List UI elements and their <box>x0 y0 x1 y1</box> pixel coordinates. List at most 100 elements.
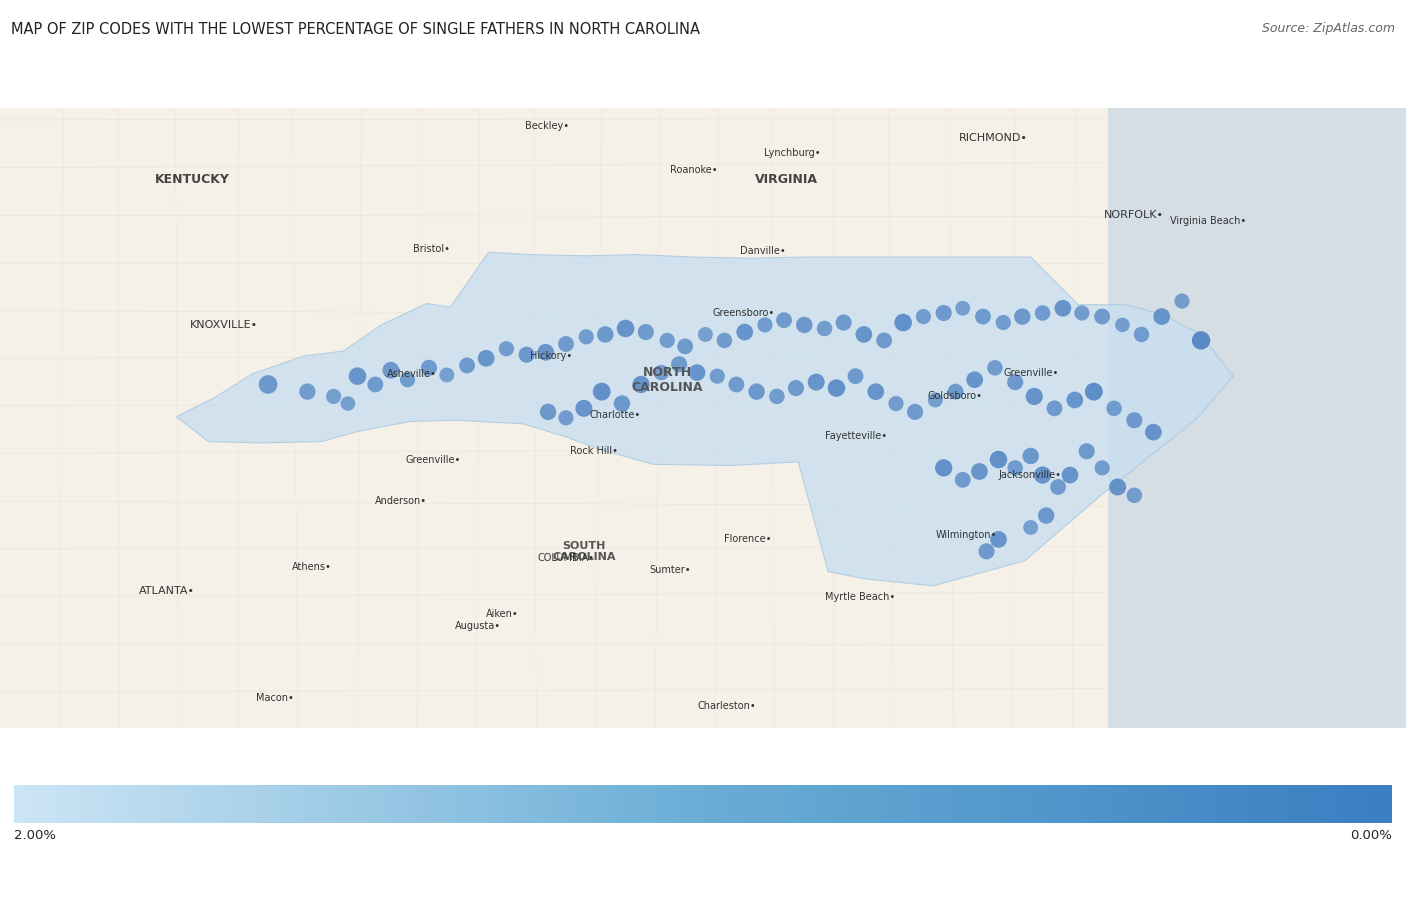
Point <box>396 372 419 387</box>
Point <box>555 337 578 352</box>
Point <box>1047 480 1070 494</box>
Point <box>595 327 617 342</box>
Text: Charlotte•: Charlotte• <box>589 411 641 421</box>
Text: NORFOLK•: NORFOLK• <box>1104 210 1164 220</box>
Text: Florence•: Florence• <box>724 534 772 545</box>
Point <box>844 369 866 383</box>
Text: Beckley•: Beckley• <box>524 121 569 131</box>
Point <box>984 360 1007 375</box>
Point <box>932 306 955 320</box>
Point <box>537 405 560 419</box>
Text: Augusta•: Augusta• <box>456 621 502 631</box>
Point <box>924 393 946 407</box>
Text: Goldsboro•: Goldsboro• <box>927 391 981 402</box>
Point <box>987 452 1010 467</box>
Point <box>668 357 690 371</box>
Point <box>1004 375 1026 389</box>
Point <box>610 396 633 411</box>
Text: COLUMBIA•: COLUMBIA• <box>537 554 595 564</box>
Text: KENTUCKY: KENTUCKY <box>155 173 229 186</box>
Text: 2.00%: 2.00% <box>14 829 56 841</box>
Text: KNOXVILLE•: KNOXVILLE• <box>190 320 259 330</box>
Point <box>336 396 359 411</box>
Point <box>852 327 875 342</box>
Point <box>766 389 789 404</box>
Text: SOUTH
CAROLINA: SOUTH CAROLINA <box>553 540 616 562</box>
Point <box>1189 334 1212 348</box>
Point <box>785 381 807 396</box>
Point <box>891 316 914 330</box>
Point <box>932 460 955 475</box>
Point <box>1052 301 1074 316</box>
Text: NORTH
CAROLINA: NORTH CAROLINA <box>631 366 703 394</box>
Point <box>1091 309 1114 324</box>
Point <box>1171 294 1194 308</box>
Point <box>832 316 855 330</box>
Point <box>745 385 768 399</box>
Point <box>1107 480 1129 494</box>
Point <box>475 352 498 366</box>
Text: Lynchburg•: Lynchburg• <box>763 148 821 158</box>
Point <box>322 389 344 404</box>
Text: 0.00%: 0.00% <box>1350 829 1392 841</box>
Point <box>695 327 717 342</box>
Point <box>456 358 478 372</box>
Point <box>1019 521 1042 535</box>
Point <box>657 334 679 348</box>
Text: VIRGINIA: VIRGINIA <box>755 173 818 186</box>
Point <box>865 385 887 399</box>
Point <box>614 321 637 335</box>
Point <box>575 330 598 344</box>
Text: Athens•: Athens• <box>292 562 332 572</box>
Point <box>963 372 986 387</box>
Point <box>1111 317 1133 332</box>
Point <box>1076 444 1098 458</box>
Point <box>1142 425 1164 440</box>
Point <box>912 309 935 324</box>
Point <box>1102 401 1125 415</box>
Text: Aiken•: Aiken• <box>486 610 519 619</box>
Point <box>555 411 578 425</box>
Text: MAP OF ZIP CODES WITH THE LOWEST PERCENTAGE OF SINGLE FATHERS IN NORTH CAROLINA: MAP OF ZIP CODES WITH THE LOWEST PERCENT… <box>11 22 700 38</box>
Point <box>773 313 796 327</box>
Point <box>591 385 613 399</box>
Point <box>873 334 896 348</box>
Point <box>1035 508 1057 522</box>
Point <box>1019 449 1042 463</box>
Point <box>436 368 458 382</box>
Bar <box>1108 108 1406 727</box>
Text: Virginia Beach•: Virginia Beach• <box>1170 217 1246 227</box>
Point <box>572 401 595 415</box>
Point <box>754 317 776 332</box>
Point <box>1083 385 1105 399</box>
Text: Source: ZipAtlas.com: Source: ZipAtlas.com <box>1261 22 1395 35</box>
Point <box>1130 327 1153 342</box>
Point <box>972 309 994 324</box>
Point <box>1123 413 1146 427</box>
Point <box>987 532 1010 547</box>
Point <box>1032 306 1054 320</box>
Polygon shape <box>176 253 1233 586</box>
Text: ATLANTA•: ATLANTA• <box>139 585 195 596</box>
Point <box>725 378 748 392</box>
Text: Danville•: Danville• <box>740 246 786 256</box>
Text: Rock Hill•: Rock Hill• <box>569 446 617 456</box>
Point <box>952 301 974 316</box>
Text: Fayetteville•: Fayetteville• <box>824 431 887 441</box>
Point <box>1004 460 1026 475</box>
Text: Bristol•: Bristol• <box>413 244 450 254</box>
Point <box>1043 401 1066 415</box>
Text: Roanoke•: Roanoke• <box>669 165 717 175</box>
Text: Asheville•: Asheville• <box>387 369 437 378</box>
Point <box>1063 393 1085 407</box>
Point <box>813 321 835 335</box>
Point <box>976 544 998 558</box>
Point <box>904 405 927 419</box>
Point <box>495 342 517 356</box>
Point <box>297 385 319 399</box>
Text: Sumter•: Sumter• <box>650 565 690 575</box>
Point <box>793 317 815 332</box>
Text: Macon•: Macon• <box>256 693 294 703</box>
Text: Greensboro•: Greensboro• <box>713 308 775 318</box>
Point <box>630 378 652 392</box>
